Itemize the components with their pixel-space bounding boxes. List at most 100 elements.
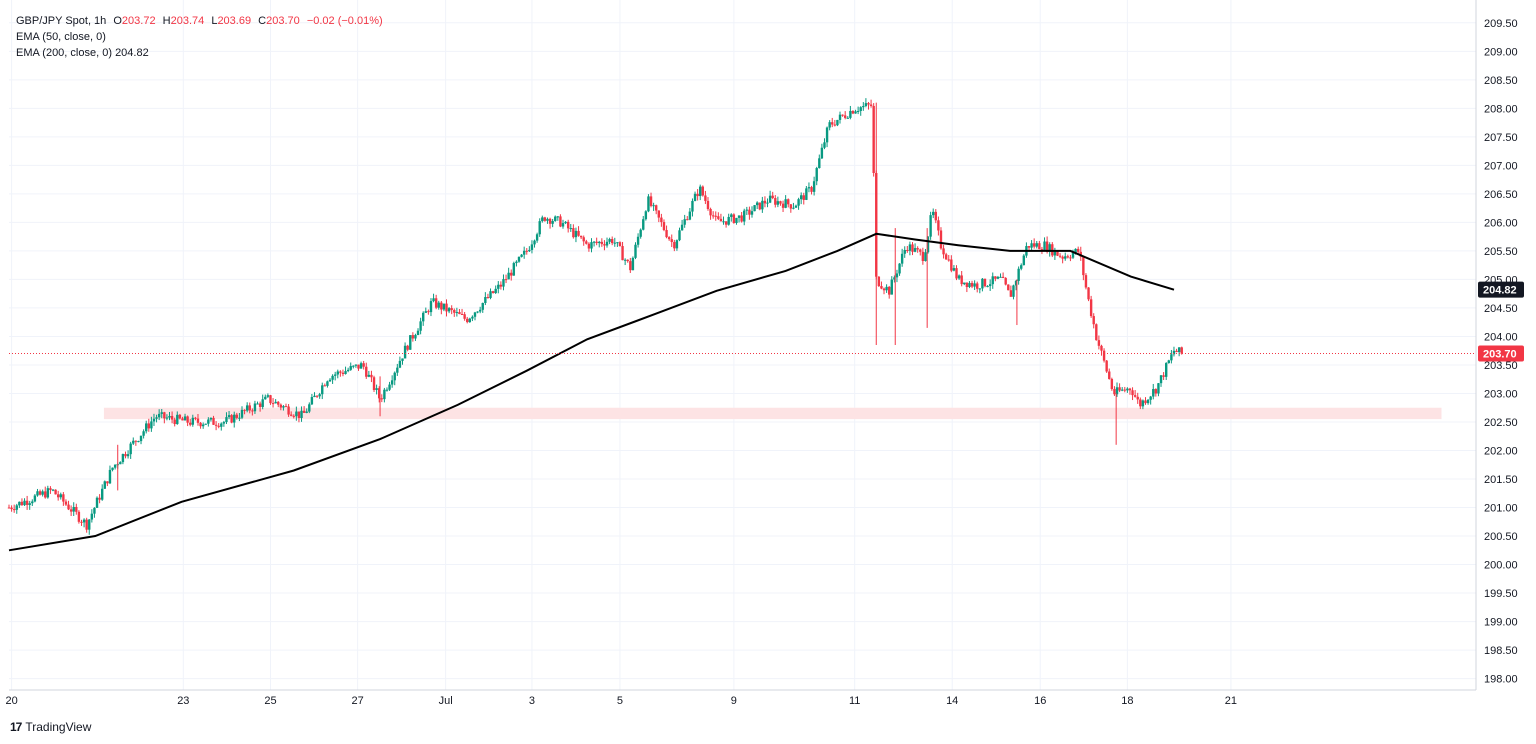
candle-body bbox=[440, 302, 443, 310]
candle-body bbox=[548, 218, 552, 224]
candle-body bbox=[222, 422, 226, 424]
candle-body bbox=[1012, 285, 1015, 297]
candle-body bbox=[1108, 371, 1111, 379]
candle-body bbox=[497, 284, 500, 289]
candle-body bbox=[885, 286, 888, 291]
candle-body bbox=[763, 200, 767, 204]
candle-body bbox=[652, 205, 655, 207]
candle-body bbox=[952, 268, 956, 271]
candle-body bbox=[155, 417, 158, 419]
candle-body bbox=[603, 244, 606, 246]
candle-body bbox=[942, 248, 945, 255]
candle-body bbox=[743, 210, 746, 222]
candle-body bbox=[1056, 250, 1059, 256]
candle-body bbox=[854, 111, 857, 114]
candle-body bbox=[455, 312, 459, 314]
candle-body bbox=[173, 419, 176, 425]
candle-body bbox=[843, 115, 847, 118]
candle-body bbox=[812, 181, 816, 192]
candle-body bbox=[1017, 268, 1020, 281]
candle-body bbox=[807, 187, 811, 189]
candle-body bbox=[561, 223, 565, 227]
candle-body bbox=[209, 417, 213, 420]
candle-body bbox=[605, 241, 609, 246]
candle-body bbox=[494, 288, 497, 293]
candle-body bbox=[520, 254, 523, 257]
candle-body bbox=[709, 208, 712, 216]
candle-body bbox=[1177, 347, 1181, 353]
candle-body bbox=[639, 229, 642, 237]
candle-body bbox=[64, 501, 68, 505]
candle-body bbox=[1061, 256, 1064, 259]
candle-body bbox=[678, 230, 681, 241]
candle-body bbox=[973, 283, 976, 287]
candle-body bbox=[1032, 243, 1036, 247]
candle-body bbox=[610, 239, 614, 244]
candle-body bbox=[859, 107, 862, 111]
candle-body bbox=[846, 117, 849, 119]
candle-body bbox=[302, 410, 306, 413]
candle-body bbox=[106, 481, 109, 484]
candle-body bbox=[551, 221, 554, 224]
candle-body bbox=[730, 214, 733, 217]
ema50-legend[interactable]: EMA (50, close, 0) bbox=[16, 31, 106, 43]
candle-body bbox=[957, 275, 961, 279]
candle-body bbox=[799, 195, 803, 200]
candle-body bbox=[574, 230, 578, 238]
candle-body bbox=[409, 335, 412, 350]
candle-body bbox=[119, 462, 122, 465]
tradingview-logo-icon: 17 bbox=[10, 720, 22, 734]
candle-body bbox=[85, 519, 88, 530]
candle-body bbox=[880, 286, 883, 289]
candle-body bbox=[986, 286, 989, 288]
tradingview-brand[interactable]: 17 TradingView bbox=[10, 720, 91, 734]
candle-body bbox=[406, 345, 409, 350]
candle-body bbox=[929, 215, 932, 237]
candle-body bbox=[217, 425, 220, 427]
ohlc-row[interactable]: GBP/JPY Spot, 1h O203.72 H203.74 L203.69… bbox=[16, 15, 383, 27]
last-price-badge: 203.70 bbox=[1478, 345, 1524, 362]
candle-body bbox=[745, 209, 749, 211]
candle-body bbox=[748, 209, 751, 215]
candle-body bbox=[113, 464, 117, 468]
ema200-legend[interactable]: EMA (200, close, 0) 204.82 bbox=[16, 47, 149, 59]
candle-body bbox=[478, 309, 482, 312]
price-tick-label: 208.50 bbox=[1484, 75, 1518, 87]
candle-body bbox=[608, 239, 611, 242]
candle-body bbox=[12, 509, 16, 511]
candle-body bbox=[693, 193, 697, 201]
candle-body bbox=[132, 440, 135, 444]
candle-body bbox=[10, 507, 13, 510]
candle-body bbox=[341, 372, 345, 375]
candle-body bbox=[569, 228, 572, 230]
candle-body bbox=[683, 219, 686, 225]
candle-body bbox=[577, 230, 580, 236]
candle-body bbox=[719, 218, 723, 222]
candle-body bbox=[831, 122, 834, 125]
candle-body bbox=[1082, 256, 1085, 276]
candle-body bbox=[297, 411, 301, 418]
candle-body bbox=[595, 241, 598, 244]
candle-body bbox=[82, 519, 86, 523]
candle-body bbox=[75, 506, 78, 512]
candle-body bbox=[489, 291, 492, 298]
candle-body bbox=[926, 236, 930, 253]
candle-body bbox=[1144, 400, 1147, 404]
candle-body bbox=[1027, 246, 1031, 248]
candle-body bbox=[44, 491, 47, 498]
candle-body bbox=[367, 374, 371, 377]
candle-body bbox=[277, 401, 280, 405]
candle-body bbox=[181, 418, 184, 421]
candle-body bbox=[890, 279, 893, 295]
symbol-label[interactable]: GBP/JPY Spot, 1h bbox=[16, 15, 107, 27]
candle-body bbox=[634, 244, 637, 258]
candle-body bbox=[323, 385, 327, 387]
candle-body bbox=[1172, 350, 1176, 355]
candle-body bbox=[1123, 389, 1126, 391]
candle-body bbox=[794, 205, 798, 208]
candle-body bbox=[623, 259, 627, 261]
time-tick-label: 5 bbox=[617, 695, 623, 707]
candle-body bbox=[333, 374, 337, 376]
candle-body bbox=[774, 198, 777, 205]
